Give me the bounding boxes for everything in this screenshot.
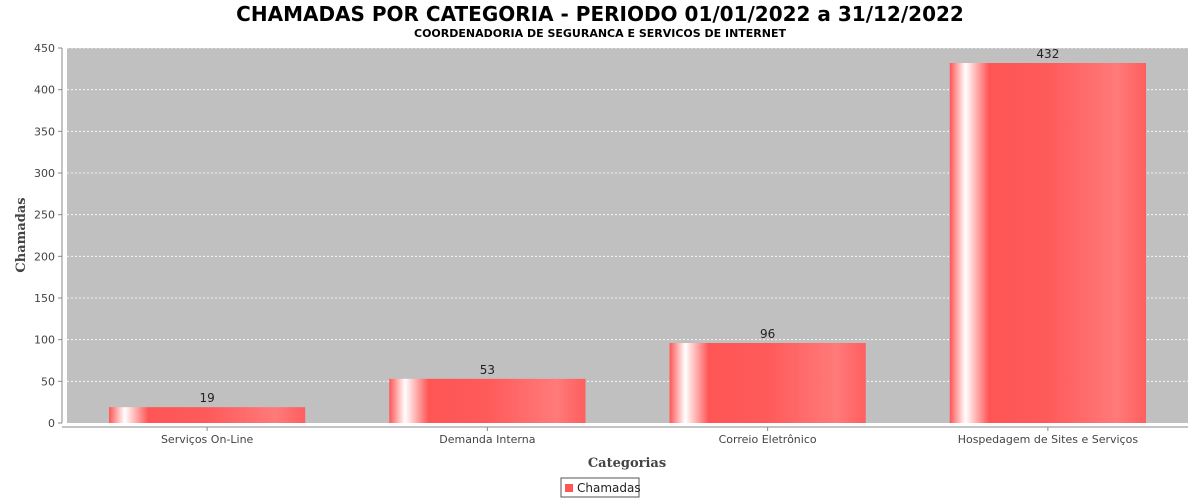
bar-value-label: 19 (199, 391, 214, 405)
bar-value-label: 96 (760, 327, 775, 341)
y-axis-label: Chamadas (14, 197, 29, 272)
grid-lines (67, 47, 1188, 382)
y-tick-label: 250 (34, 209, 55, 222)
x-tick-label: Correio Eletrônico (719, 433, 817, 446)
chart-title: CHAMADAS POR CATEGORIA - PERIODO 01/01/2… (236, 2, 964, 26)
chart-subtitle: COORDENADORIA DE SEGURANCA E SERVICOS DE… (414, 27, 786, 40)
y-tick-label: 350 (34, 125, 55, 138)
bar-value-label: 432 (1036, 47, 1059, 61)
bar (949, 63, 1146, 423)
legend-box (560, 477, 640, 498)
bar (669, 343, 866, 423)
y-tick-label: 0 (48, 417, 55, 430)
x-tick-label: Demanda Interna (439, 433, 535, 446)
y-tick-label: 150 (34, 292, 55, 305)
y-tick-label: 400 (34, 84, 55, 97)
legend-label: Chamadas (577, 481, 641, 495)
bar (109, 407, 306, 423)
legend: Chamadas (560, 477, 641, 498)
bar-value-label: 53 (480, 363, 495, 377)
y-tick-label: 450 (34, 42, 55, 55)
y-tick-label: 100 (34, 334, 55, 347)
bars: 19 53 96 432 (109, 47, 1146, 423)
x-tick-label: Serviços On-Line (161, 433, 254, 446)
x-tick-label: Hospedagem de Sites e Serviços (958, 433, 1139, 446)
x-axis-ticks: Serviços On-Line Demanda Interna Correio E… (161, 427, 1138, 446)
y-tick-label: 200 (34, 250, 55, 263)
y-tick-label: 300 (34, 167, 55, 180)
legend-swatch (565, 484, 573, 492)
y-axis-ticks: 0 50 100 150 200 250 300 350 400 450 (34, 42, 62, 430)
x-axis-label: Categorias (588, 456, 666, 471)
y-tick-label: 50 (41, 375, 55, 388)
bar (389, 378, 586, 423)
